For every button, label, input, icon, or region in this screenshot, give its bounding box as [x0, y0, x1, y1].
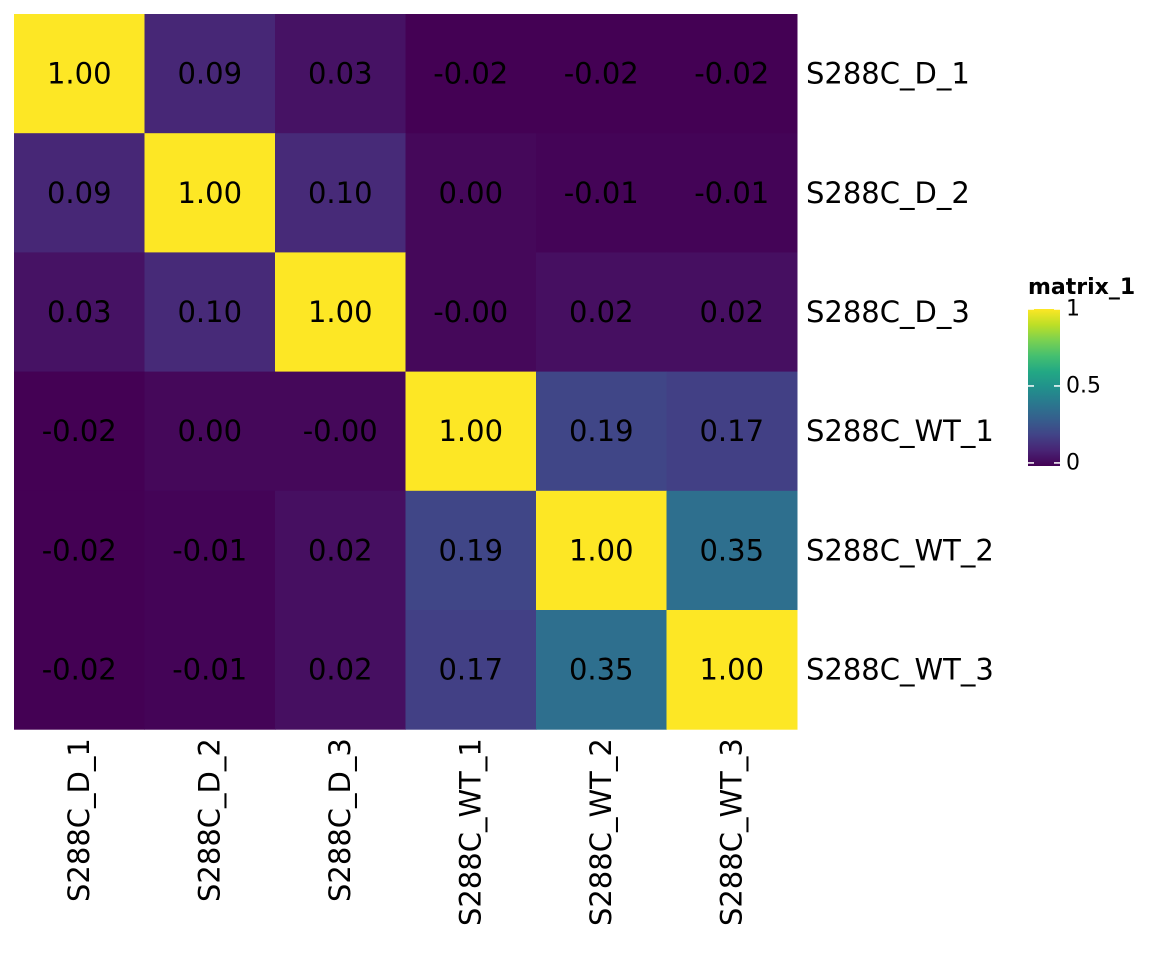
- heatmap-cell: [14, 14, 145, 134]
- heatmap-cell: [144, 14, 276, 134]
- cell-value-label: 0.03: [308, 57, 373, 91]
- legend-title: matrix_1: [1028, 275, 1135, 300]
- heatmap-cell: [144, 490, 276, 611]
- column-label: S288C_WT_3: [715, 738, 749, 926]
- cell-value-label: 0.19: [438, 533, 503, 567]
- cell-value-label: 0.00: [438, 176, 503, 210]
- heatmap-cell: [275, 610, 406, 730]
- heatmap-cell: [666, 610, 798, 730]
- heatmap-cell: [144, 610, 276, 730]
- cell-value-label: -0.02: [42, 533, 117, 567]
- heatmap-cell: [666, 490, 798, 611]
- heatmap-cell: [666, 371, 798, 492]
- heatmap-cells: [14, 14, 798, 730]
- heatmap-cell: [536, 490, 667, 611]
- row-labels: S288C_D_1 S288C_D_2 S288C_D_3 S288C_WT_1 S28…: [806, 57, 994, 687]
- heatmap-cell: [536, 371, 667, 492]
- row-label: S288C_WT_1: [806, 414, 994, 448]
- cell-value-label: 1.00: [438, 414, 503, 448]
- heatmap-cell: [144, 133, 276, 253]
- column-label: S288C_WT_1: [454, 738, 488, 926]
- cell-value-label: -0.02: [433, 57, 508, 91]
- heatmap-cell: [666, 14, 798, 134]
- cell-value-label: -0.01: [694, 176, 769, 210]
- row-label: S288C_D_2: [806, 176, 970, 210]
- row-label: S288C_WT_2: [806, 533, 994, 567]
- cell-value-label: 0.17: [438, 653, 503, 687]
- cell-value-label: -0.02: [564, 57, 639, 91]
- color-legend: matrix_1 10.50: [1028, 275, 1135, 475]
- heatmap-cell: [666, 133, 798, 253]
- row-label: S288C_D_1: [806, 57, 970, 91]
- heatmap-cell: [405, 14, 537, 134]
- heatmap-cell: [275, 490, 406, 611]
- heatmap-cell: [14, 610, 145, 730]
- heatmap-cell: [405, 490, 537, 611]
- cell-value-label: -0.00: [303, 414, 378, 448]
- cell-value-label: 1.00: [569, 533, 634, 567]
- cell-value-label: 0.35: [699, 533, 764, 567]
- cell-value-label: 0.10: [308, 176, 373, 210]
- cell-value-label: 1.00: [47, 57, 112, 91]
- legend-ticks: 10.50: [1028, 297, 1101, 475]
- cell-value-label: 0.00: [177, 414, 242, 448]
- cell-value-label: -0.02: [42, 653, 117, 687]
- heatmap-cell: [405, 133, 537, 253]
- column-label: S288C_WT_2: [584, 738, 618, 926]
- row-label: S288C_WT_3: [806, 653, 994, 687]
- cell-value-label: -0.01: [564, 176, 639, 210]
- cell-value-label: -0.01: [172, 533, 247, 567]
- heatmap-cell: [536, 14, 667, 134]
- heatmap-cell: [536, 610, 667, 730]
- legend-tick-label: 0: [1066, 450, 1080, 475]
- cell-value-label: 0.03: [47, 295, 112, 329]
- cell-value-label: 1.00: [177, 176, 242, 210]
- cell-value-label: 0.17: [699, 414, 764, 448]
- cell-value-label: 0.02: [308, 533, 373, 567]
- cell-value-label: -0.01: [172, 653, 247, 687]
- heatmap-cell: [14, 133, 145, 253]
- heatmap-cell: [275, 14, 406, 134]
- heatmap-cell: [14, 371, 145, 492]
- heatmap-cell: [405, 371, 537, 492]
- column-label: S288C_D_1: [62, 738, 96, 902]
- heatmap-cell: [14, 490, 145, 611]
- heatmap-cell: [275, 252, 406, 373]
- cell-value-label: 0.10: [177, 295, 242, 329]
- heatmap-cell: [275, 371, 406, 492]
- heatmap-cell: [144, 252, 276, 373]
- heatmap-cell: [536, 252, 667, 373]
- column-label: S288C_D_2: [193, 738, 227, 902]
- heatmap-cell: [144, 371, 276, 492]
- cell-value-label: 1.00: [699, 653, 764, 687]
- cell-value-label: -0.02: [694, 57, 769, 91]
- heatmap-cell: [14, 252, 145, 373]
- cell-value-label: -0.02: [42, 414, 117, 448]
- cell-value-label: -0.00: [433, 295, 508, 329]
- heatmap-cell: [666, 252, 798, 373]
- heatmap-cell: [275, 133, 406, 253]
- column-labels: S288C_D_1 S288C_D_2 S288C_D_3 S288C_WT_1 S28…: [62, 738, 749, 926]
- legend-colorbar: [1028, 309, 1060, 466]
- cell-value-label: 0.02: [308, 653, 373, 687]
- cell-value-label: 0.19: [569, 414, 634, 448]
- heatmap-cell: [405, 610, 537, 730]
- heatmap-cell-labels: 1.00 0.09 0.03 -0.02 -0.02 -0.02 0.09 1.00 0.10 0…: [42, 57, 770, 687]
- legend-tick-label: 0.5: [1066, 373, 1101, 398]
- cell-value-label: 0.09: [177, 57, 242, 91]
- heatmap-cell: [536, 133, 667, 253]
- column-label: S288C_D_3: [323, 738, 357, 902]
- cell-value-label: 0.35: [569, 653, 634, 687]
- cell-value-label: 1.00: [308, 295, 373, 329]
- row-label: S288C_D_3: [806, 295, 970, 329]
- cell-value-label: 0.09: [47, 176, 112, 210]
- cell-value-label: 0.02: [569, 295, 634, 329]
- legend-tick-label: 1: [1066, 297, 1080, 322]
- heatmap-cell: [405, 252, 537, 373]
- cell-value-label: 0.02: [699, 295, 764, 329]
